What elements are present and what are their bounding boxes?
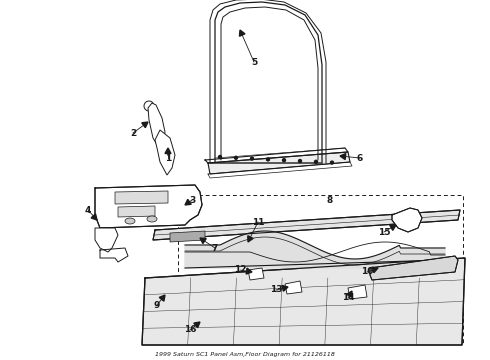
- Text: 15: 15: [378, 228, 390, 237]
- Polygon shape: [185, 199, 191, 205]
- Polygon shape: [200, 238, 206, 244]
- Polygon shape: [159, 295, 165, 301]
- Polygon shape: [370, 256, 458, 280]
- Circle shape: [219, 156, 221, 158]
- Text: 1: 1: [165, 153, 171, 162]
- Polygon shape: [248, 236, 253, 242]
- Polygon shape: [153, 210, 460, 240]
- Polygon shape: [282, 285, 288, 291]
- Text: 10: 10: [361, 267, 373, 276]
- Text: 4: 4: [85, 206, 91, 215]
- Circle shape: [250, 157, 253, 160]
- Polygon shape: [142, 258, 465, 345]
- Text: 6: 6: [357, 153, 363, 162]
- Polygon shape: [155, 130, 175, 175]
- Polygon shape: [346, 291, 352, 297]
- Polygon shape: [208, 152, 350, 174]
- Polygon shape: [372, 267, 378, 273]
- Polygon shape: [95, 228, 118, 252]
- Polygon shape: [165, 148, 171, 153]
- Polygon shape: [348, 285, 367, 299]
- Text: 14: 14: [342, 293, 354, 302]
- Polygon shape: [248, 268, 264, 280]
- Polygon shape: [246, 268, 252, 274]
- Polygon shape: [185, 231, 445, 268]
- Circle shape: [298, 159, 301, 162]
- Circle shape: [315, 160, 318, 163]
- Text: 1999 Saturn SC1 Panel Asm,Floor Diagram for 21126118: 1999 Saturn SC1 Panel Asm,Floor Diagram …: [155, 352, 335, 357]
- Text: 16: 16: [184, 325, 196, 334]
- Polygon shape: [285, 281, 302, 294]
- Polygon shape: [194, 322, 200, 328]
- Polygon shape: [95, 185, 202, 228]
- Circle shape: [235, 156, 238, 159]
- Text: 7: 7: [212, 243, 218, 252]
- Ellipse shape: [147, 216, 157, 222]
- Polygon shape: [340, 154, 346, 159]
- Text: 13: 13: [270, 285, 282, 294]
- Polygon shape: [205, 148, 348, 163]
- Polygon shape: [170, 231, 205, 242]
- Circle shape: [330, 161, 334, 164]
- Text: 8: 8: [327, 195, 333, 204]
- Text: 2: 2: [130, 129, 136, 138]
- Circle shape: [267, 158, 270, 161]
- Polygon shape: [144, 101, 154, 111]
- Bar: [178, 195, 463, 343]
- Text: 3: 3: [189, 195, 195, 204]
- Polygon shape: [91, 214, 97, 220]
- Polygon shape: [392, 208, 422, 232]
- Polygon shape: [240, 30, 245, 36]
- Text: 12: 12: [234, 266, 246, 274]
- Polygon shape: [142, 122, 148, 128]
- Text: 9: 9: [154, 301, 160, 310]
- Circle shape: [283, 159, 286, 162]
- Polygon shape: [390, 225, 396, 230]
- Polygon shape: [115, 191, 168, 204]
- Polygon shape: [148, 103, 165, 148]
- Text: 5: 5: [251, 58, 257, 67]
- Ellipse shape: [125, 218, 135, 224]
- Polygon shape: [118, 206, 155, 217]
- Text: 11: 11: [252, 217, 264, 226]
